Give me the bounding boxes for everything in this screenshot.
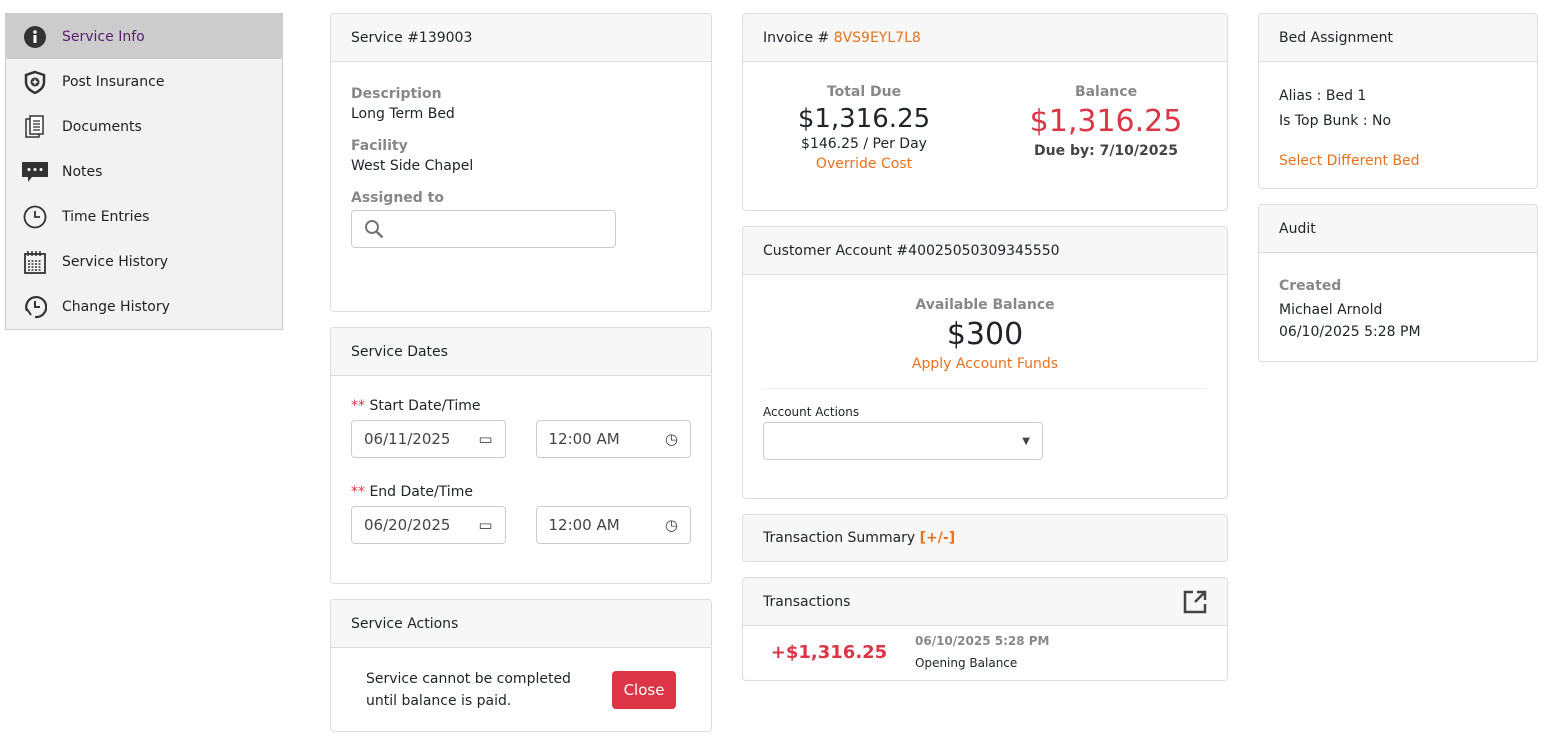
chevron-down-icon: ▼ [1022, 435, 1030, 447]
shield-plus-icon [22, 69, 48, 95]
created-label: Created [1279, 278, 1342, 294]
bed-assignment-panel: Bed Assignment Alias : Bed 1 Is Top Bunk… [1258, 13, 1538, 189]
transactions-panel: Transactions +$1,316.25 06/10/2025 5:28 … [742, 577, 1228, 681]
toggle-summary-button[interactable]: [+/-] [919, 530, 956, 546]
service-actions-panel: Service Actions Service cannot be comple… [330, 599, 712, 732]
transaction-row: +$1,316.25 06/10/2025 5:28 PM Opening Ba… [743, 626, 1227, 678]
description-label: Description [351, 86, 442, 102]
sidebar-item-label: Notes [62, 163, 103, 180]
service-actions-title: Service Actions [351, 615, 459, 632]
sidebar-item-label: Post Insurance [62, 73, 165, 90]
account-actions-label: Account Actions [763, 405, 860, 419]
due-by: Due by: 7/10/2025 [1034, 143, 1178, 159]
end-date-input[interactable]: 06/20/2025 ▭ [351, 506, 506, 544]
history-icon [22, 294, 48, 320]
description-value: Long Term Bed [351, 106, 455, 122]
clock-icon: ◷ [664, 516, 678, 534]
sidebar-item-notes[interactable]: Notes [6, 149, 282, 194]
sidebar-item-label: Service History [62, 253, 168, 270]
service-title: Service #139003 [351, 29, 473, 46]
transaction-amount: +$1,316.25 [770, 641, 888, 663]
sidebar-item-documents[interactable]: Documents [6, 104, 282, 149]
sidebar-item-label: Service Info [62, 28, 145, 45]
available-balance-value: $300 [946, 317, 1024, 352]
transactions-title: Transactions [763, 593, 851, 610]
external-link-icon[interactable] [1183, 590, 1207, 614]
audit-title: Audit [1279, 220, 1316, 237]
top-bunk-value: No [1372, 113, 1392, 129]
clock-icon [22, 204, 48, 230]
override-cost-link[interactable]: Override Cost [815, 156, 913, 172]
bed-assignment-title: Bed Assignment [1279, 29, 1393, 46]
calendar-icon: ▭ [478, 430, 493, 448]
facility-label: Facility [351, 138, 408, 154]
balance-label: Balance [1074, 84, 1138, 100]
transaction-date: 06/10/2025 5:28 PM [915, 634, 1050, 648]
calendar-icon: ▭ [478, 516, 493, 534]
sidebar: Service Info Post Insurance Documents No… [5, 13, 283, 330]
created-at: 06/10/2025 5:28 PM [1279, 324, 1421, 340]
account-actions-select[interactable]: ▼ [763, 422, 1043, 460]
end-time-input[interactable]: 12:00 AM ◷ [535, 506, 691, 544]
sidebar-item-label: Time Entries [62, 208, 150, 225]
sidebar-item-service-info[interactable]: Service Info [6, 14, 282, 59]
total-due-value: $1,316.25 [797, 104, 931, 134]
transaction-description: Opening Balance [915, 656, 1018, 670]
clock-icon: ◷ [664, 430, 678, 448]
assigned-search-input[interactable] [351, 210, 616, 248]
facility-value: West Side Chapel [351, 158, 474, 174]
audit-panel: Audit Created Michael Arnold 06/10/2025 … [1258, 204, 1538, 362]
notes-icon [22, 159, 48, 185]
bed-alias: Bed 1 [1325, 88, 1367, 104]
apply-account-funds-link[interactable]: Apply Account Funds [911, 356, 1059, 372]
created-by: Michael Arnold [1279, 302, 1383, 318]
balance-value: $1,316.25 [1029, 104, 1183, 139]
transaction-summary-panel: Transaction Summary [+/-] [742, 514, 1228, 562]
documents-icon [22, 114, 48, 140]
sidebar-item-post-insurance[interactable]: Post Insurance [6, 59, 282, 104]
info-icon [22, 24, 48, 50]
select-different-bed-link[interactable]: Select Different Bed [1279, 153, 1420, 169]
sidebar-item-time-entries[interactable]: Time Entries [6, 194, 282, 239]
completion-message: Service cannot be completed until balance… [366, 671, 571, 709]
start-date-input[interactable]: 06/11/2025 ▭ [351, 420, 506, 458]
per-day-rate: $146.25 / Per Day [801, 136, 927, 152]
customer-account-panel: Customer Account #40025050309345550 Avai… [742, 226, 1228, 499]
search-icon [365, 220, 384, 239]
service-panel: Service #139003 Description Long Term Be… [330, 13, 712, 312]
sidebar-item-label: Change History [62, 298, 170, 315]
start-label: Start Date/Time [369, 398, 481, 414]
total-due-label: Total Due [826, 84, 902, 100]
calendar-icon [22, 249, 48, 275]
invoice-panel: Invoice # 8VS9EYL7L8 Total Due $1,316.25… [742, 13, 1228, 211]
sidebar-item-service-history[interactable]: Service History [6, 239, 282, 284]
invoice-number-link[interactable]: 8VS9EYL7L8 [833, 29, 921, 46]
assigned-label: Assigned to [351, 190, 444, 206]
end-label: End Date/Time [369, 484, 473, 500]
customer-account-title: Customer Account #40025050309345550 [763, 242, 1060, 259]
available-balance-label: Available Balance [915, 297, 1055, 313]
sidebar-item-change-history[interactable]: Change History [6, 284, 282, 329]
service-dates-title: Service Dates [351, 343, 448, 360]
start-time-input[interactable]: 12:00 AM ◷ [535, 420, 691, 458]
sidebar-item-label: Documents [62, 118, 142, 135]
close-service-button[interactable]: Close [612, 671, 676, 709]
service-dates-panel: Service Dates ** Start Date/Time 06/11/2… [330, 327, 712, 584]
